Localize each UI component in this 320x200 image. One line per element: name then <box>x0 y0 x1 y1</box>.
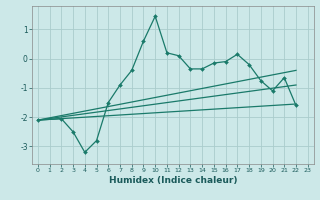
X-axis label: Humidex (Indice chaleur): Humidex (Indice chaleur) <box>108 176 237 185</box>
